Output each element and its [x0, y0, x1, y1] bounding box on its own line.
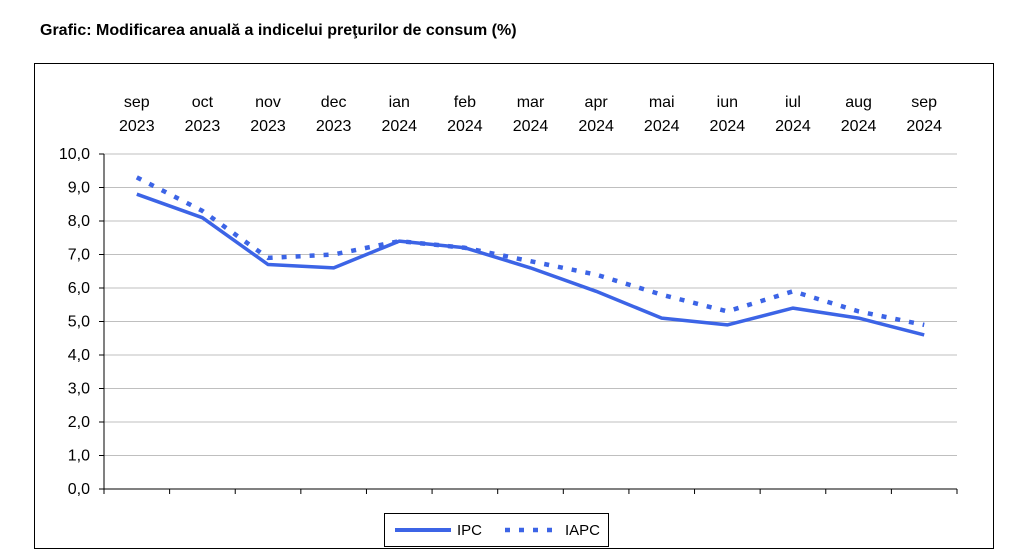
legend-item-ipc: IPC	[395, 514, 482, 546]
legend-label-iapc: IAPC	[565, 521, 601, 539]
y-tick-label: 7,0	[68, 247, 90, 264]
y-tick-label: 1,0	[68, 448, 90, 465]
legend-swatch-dotted	[505, 527, 559, 533]
series-lines	[135, 175, 925, 337]
x-tick-label-month: sep	[124, 94, 150, 111]
chart-frame	[34, 63, 994, 549]
gridlines	[104, 153, 957, 456]
y-tick-label: 2,0	[68, 414, 90, 431]
x-tick-label-year: 2024	[578, 118, 614, 135]
x-tick-label-month: iun	[717, 94, 738, 111]
y-tick-label: 4,0	[68, 347, 90, 364]
y-tick-label: 8,0	[68, 213, 90, 230]
x-tick-label-year: 2023	[119, 118, 155, 135]
x-tick-label-year: 2024	[381, 118, 417, 135]
x-tick-label-year: 2024	[644, 118, 680, 135]
x-tick-label-month: nov	[255, 94, 281, 111]
legend-swatch-solid	[395, 528, 451, 532]
y-tick-label: 10,0	[59, 146, 90, 163]
x-tick-label-year: 2024	[906, 118, 942, 135]
x-tick-label-month: feb	[454, 94, 476, 111]
x-tick-label-year: 2023	[185, 118, 221, 135]
x-tick-label-year: 2023	[250, 118, 286, 135]
x-tick-label-month: dec	[321, 94, 347, 111]
y-tick-label: 5,0	[68, 314, 90, 331]
x-axis: sep 2023 oct 2023 nov 2023 dec 2023 ian 2024 feb 20…	[103, 94, 958, 494]
x-tick-label-month: apr	[585, 94, 609, 111]
x-tick-label-month: sep	[911, 94, 937, 111]
legend-item-iapc: IAPC	[503, 514, 600, 546]
x-tick-label-month: oct	[192, 94, 214, 111]
x-tick-label-year: 2024	[710, 118, 746, 135]
x-tick-label-year: 2024	[775, 118, 811, 135]
x-tick-label-month: mai	[649, 94, 675, 111]
chart-title: Grafic: Modificarea anuală a indicelui p…	[40, 22, 517, 39]
x-tick-label-year: 2024	[513, 118, 549, 135]
y-tick-label: 6,0	[68, 280, 90, 297]
x-tick-label-month: mar	[517, 94, 545, 111]
series-line-ipc	[136, 192, 925, 337]
legend-label-ipc: IPC	[457, 521, 483, 539]
legend: IPC IAPC	[384, 513, 609, 547]
series-line-iapc	[135, 175, 925, 328]
y-tick-label: 9,0	[68, 180, 90, 197]
x-tick-label-year: 2024	[841, 118, 877, 135]
y-tick-label: 3,0	[68, 381, 90, 398]
y-tick-label: 0,0	[68, 481, 90, 498]
x-tick-label-year: 2024	[447, 118, 483, 135]
x-tick-label-month: iul	[785, 94, 801, 111]
x-tick-label-year: 2023	[316, 118, 352, 135]
x-tick-label-month: ian	[389, 94, 410, 111]
x-tick-label-month: aug	[845, 94, 872, 111]
y-axis: 0,0 1,0 2,0 3,0 4,0 5,0 6,0 7,0 8,0 9,0 10,0	[59, 146, 105, 498]
